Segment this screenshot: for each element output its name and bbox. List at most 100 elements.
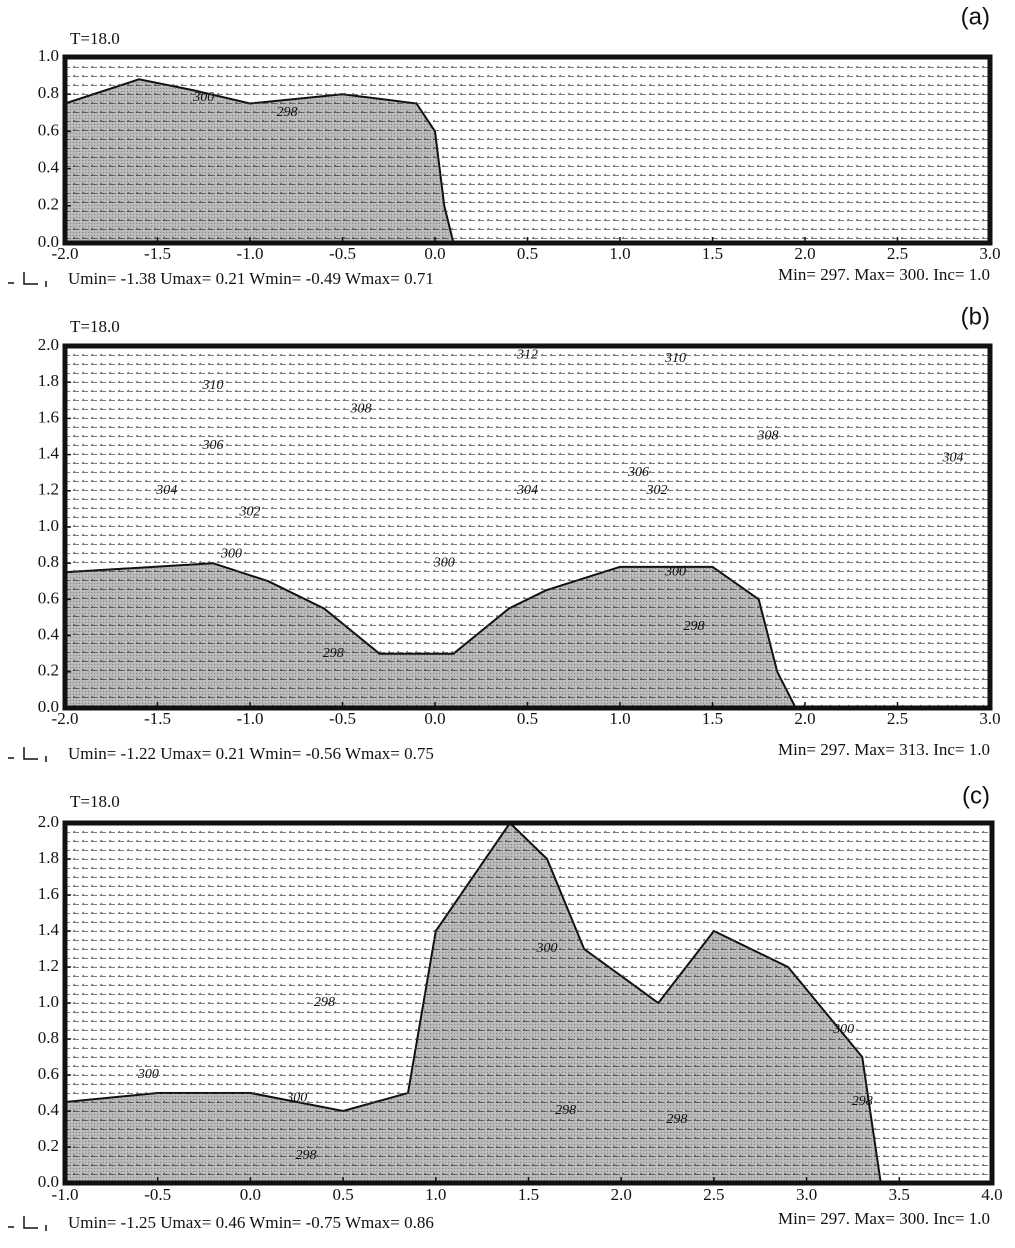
y-tick-label: 1.6: [38, 407, 59, 426]
contour-label: 298: [684, 619, 705, 634]
y-tick-label: 2.0: [38, 812, 59, 831]
contour-label: 306: [202, 438, 224, 453]
y-tick-label: 0.4: [38, 625, 60, 644]
y-tick-label: 1.0: [38, 516, 59, 535]
contour-label: 300: [664, 564, 686, 579]
contour-label: 302: [646, 483, 668, 498]
panel: -1.0 -0.5 0.0 0.5 1.0 1.5 2.0 2.5 3.0 3.5 4.0 0.0 0.…: [8, 782, 1003, 1232]
x-tick-label: 1.0: [425, 1185, 446, 1204]
y-tick-label: 2.0: [38, 335, 59, 354]
x-tick-label: 0.5: [517, 244, 538, 263]
contour-stats: Min= 297. Max= 313. Inc= 1.0: [778, 740, 990, 759]
y-tick-label: 0.8: [38, 83, 59, 102]
scale-symbol: [8, 747, 47, 762]
y-tick-label: 1.4: [38, 920, 60, 939]
x-tick-label: 2.5: [703, 1185, 724, 1204]
contour-label: 304: [155, 483, 177, 498]
x-tick-label: 1.0: [609, 244, 630, 263]
velocity-field: [65, 57, 990, 243]
y-tick-label: 0.2: [38, 195, 59, 214]
y-tick-label: 1.2: [38, 480, 59, 499]
x-tick-label: 0.0: [240, 1185, 261, 1204]
y-tick-label: 1.4: [38, 444, 60, 463]
x-tick-label: 3.0: [979, 709, 1000, 728]
contour-label: 298: [666, 1112, 687, 1127]
contour-label: 308: [350, 402, 372, 417]
time-label: T=18.0: [70, 792, 120, 811]
x-tick-label: -1.0: [237, 244, 264, 263]
panel: -2.0 -1.5 -1.0 -0.5 0.0 0.5 1.0 1.5 2.0 2.5 3.0 0.0…: [8, 303, 1001, 763]
panel: -2.0 -1.5 -1.0 -0.5 0.0 0.5 1.0 1.5 2.0 2.5 3.0 0.0…: [8, 3, 1001, 288]
x-tick-label: 0.0: [424, 244, 445, 263]
y-tick-label: 1.8: [38, 371, 59, 390]
time-label: T=18.0: [70, 29, 120, 48]
velocity-stats: Umin= -1.22 Umax= 0.21 Wmin= -0.56 Wmax=…: [68, 744, 434, 763]
velocity-field: [65, 346, 990, 708]
x-tick-label: -1.5: [144, 709, 171, 728]
x-tick-label: 2.0: [611, 1185, 632, 1204]
y-tick-label: 0.2: [38, 1136, 59, 1155]
contour-label: 300: [285, 1091, 307, 1106]
y-tick-label: 0.4: [38, 1100, 60, 1119]
x-tick-label: 0.0: [424, 709, 445, 728]
scale-symbol: [8, 1216, 47, 1231]
x-tick-label: 2.5: [887, 709, 908, 728]
time-label: T=18.0: [70, 317, 120, 336]
x-tick-label: -1.5: [144, 244, 171, 263]
y-tick-label: 0.2: [38, 661, 59, 680]
y-tick-label: 1.0: [38, 46, 59, 65]
x-tick-label: 1.5: [518, 1185, 539, 1204]
x-tick-label: 2.0: [794, 709, 815, 728]
contour-label: 298: [277, 105, 298, 120]
x-tick-label: 2.5: [887, 244, 908, 263]
contour-label: 298: [296, 1148, 317, 1163]
contour-label: 300: [832, 1022, 854, 1037]
x-tick-label: -0.5: [329, 244, 356, 263]
panel-label: (c): [962, 782, 990, 809]
velocity-stats: Umin= -1.38 Umax= 0.21 Wmin= -0.49 Wmax=…: [68, 269, 434, 288]
contour-label: 302: [239, 505, 261, 520]
contour-label: 298: [314, 995, 335, 1010]
contour-label: 310: [202, 378, 224, 393]
contour-label: 300: [137, 1067, 159, 1082]
y-tick-label: 1.8: [38, 848, 59, 867]
contour-label: 298: [555, 1103, 576, 1118]
x-tick-label: 3.0: [796, 1185, 817, 1204]
y-tick-label: 1.0: [38, 992, 59, 1011]
x-tick-label: 1.0: [609, 709, 630, 728]
contour-label: 300: [220, 546, 242, 561]
y-tick-label: 0.8: [38, 1028, 59, 1047]
x-tick-label: 2.0: [794, 244, 815, 263]
contour-label: 306: [627, 465, 649, 480]
panel-label: (b): [961, 303, 990, 330]
contour-label: 300: [192, 90, 214, 105]
x-tick-label: 3.0: [979, 244, 1000, 263]
contour-label: 304: [516, 483, 538, 498]
y-tick-label: 1.6: [38, 884, 59, 903]
x-tick-label: -0.5: [329, 709, 356, 728]
x-tick-label: 0.5: [517, 709, 538, 728]
contour-stats: Min= 297. Max= 300. Inc= 1.0: [778, 265, 990, 284]
x-tick-label: -1.0: [237, 709, 264, 728]
y-tick-label: 0.8: [38, 552, 59, 571]
y-tick-label: 0.0: [38, 1172, 59, 1191]
contour-label: 298: [852, 1094, 873, 1109]
scale-symbol: [8, 272, 47, 287]
x-tick-label: 1.5: [702, 709, 723, 728]
y-tick-label: 1.2: [38, 956, 59, 975]
y-tick-label: 0.6: [38, 588, 59, 607]
x-tick-label: 4.0: [981, 1185, 1002, 1204]
contour-label: 310: [664, 351, 686, 366]
x-tick-label: 0.5: [332, 1185, 353, 1204]
y-tick-label: 0.6: [38, 120, 59, 139]
contour-label: 298: [323, 646, 344, 661]
y-tick-label: 0.0: [38, 697, 59, 716]
x-tick-label: -1.0: [52, 1185, 79, 1204]
contour-label: 312: [516, 347, 538, 362]
x-tick-label: -2.0: [52, 244, 79, 263]
x-tick-label: -0.5: [144, 1185, 171, 1204]
contour-stats: Min= 297. Max= 300. Inc= 1.0: [778, 1209, 990, 1228]
contour-label: 300: [536, 941, 558, 956]
